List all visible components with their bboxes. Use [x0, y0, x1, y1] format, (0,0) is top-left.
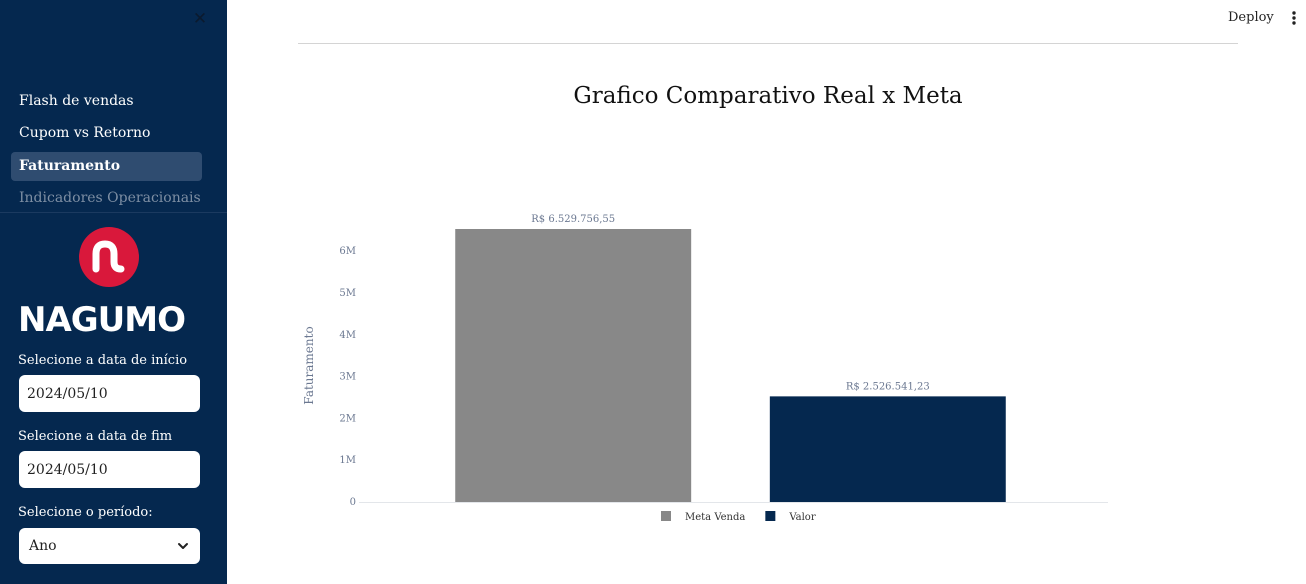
period-select-value: Ano — [29, 538, 57, 554]
end-date-label: Selecione a data de fim — [18, 429, 173, 444]
nav-divider — [0, 212, 227, 213]
y-tick-label: 4M — [339, 330, 356, 341]
bar-meta-venda — [455, 228, 692, 502]
legend-swatch — [661, 511, 671, 521]
nav-item-cupom-vs-retorno[interactable]: Cupom vs Retorno — [19, 125, 151, 141]
bar-chart: 0 1M 2M 3M 4M 5M 6M Faturamento R$ 6.529.756,55 R… — [302, 214, 1108, 523]
nav-item-flash-de-vendas[interactable]: Flash de vendas — [19, 93, 134, 109]
start-date-input[interactable] — [19, 375, 200, 412]
header-divider — [298, 43, 1238, 44]
legend-swatch — [765, 511, 776, 521]
close-icon: ✕ — [192, 9, 208, 29]
y-tick-label: 6M — [339, 246, 356, 257]
deploy-button[interactable]: Deploy — [1228, 10, 1274, 25]
y-tick-label: 0 — [350, 497, 356, 508]
close-sidebar-button[interactable]: ✕ — [190, 9, 210, 29]
bar-data-label: R$ 6.529.756,55 — [531, 214, 615, 225]
y-tick-label: 1M — [339, 455, 356, 466]
period-select[interactable]: Ano — [19, 528, 200, 564]
bar-valor — [769, 396, 1006, 502]
period-label: Selecione o período: — [18, 505, 153, 520]
start-date-label: Selecione a data de início — [18, 353, 188, 368]
y-tick-label: 3M — [339, 372, 356, 383]
legend-label: Meta Venda — [685, 512, 745, 523]
nav-item-indicadores-operacionais[interactable]: Indicadores Operacionais — [19, 190, 201, 206]
end-date-input[interactable] — [19, 451, 200, 488]
y-axis-title: Faturamento — [302, 326, 316, 404]
sidebar-nav: Flash de vendas Cupom vs Retorno Faturam… — [11, 86, 202, 212]
kebab-menu-icon[interactable] — [1286, 9, 1302, 27]
bar-data-label: R$ 2.526.541,23 — [846, 381, 930, 392]
nagumo-logo-icon — [79, 227, 139, 287]
nav-item-faturamento[interactable]: Faturamento — [11, 152, 202, 181]
y-tick-label: 2M — [339, 413, 356, 424]
chevron-down-icon — [178, 543, 188, 549]
y-tick-label: 5M — [339, 288, 356, 299]
sidebar: ✕ Flash de vendas Cupom vs Retorno Fatur… — [0, 0, 227, 584]
logo-wordmark: NAGUMO — [18, 300, 186, 340]
legend-label: Valor — [788, 512, 815, 523]
chart-title: Grafico Comparativo Real x Meta — [573, 83, 963, 109]
